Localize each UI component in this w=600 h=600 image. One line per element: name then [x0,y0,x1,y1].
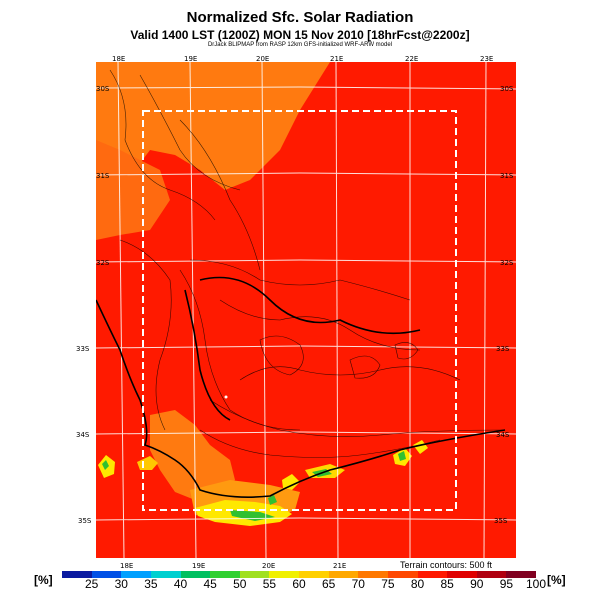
lat-label-32s-right: 32S [500,259,514,267]
lat-label-35s-left: 35S [78,517,92,525]
legend-tick-label: 35 [144,577,158,591]
legend-tick-label: 40 [173,577,188,591]
lat-label-31s-right: 31S [500,172,514,180]
green-spot-3 [268,495,277,505]
legend-swatch [91,571,122,578]
lon-label-20e-top: 20E [256,55,269,63]
legend-swatch [476,571,507,578]
lat-label-32s-left: 32S [96,259,110,267]
legend-swatch [447,571,477,578]
legend-tick-label: 85 [440,577,454,591]
yellow-region-point-c [282,474,300,490]
legend-tick-label: 80 [410,577,425,591]
legend-tick-label: 75 [381,577,395,591]
valid-time-subtitle: Valid 1400 LST (1200Z) MON 15 Nov 2010 [… [130,28,470,42]
lat-label-33s-right: 33S [496,345,510,353]
legend-tick-label: 25 [84,577,99,591]
lon-label-20e-bottom: 20E [262,562,275,570]
lat-label-34s-left: 34S [76,431,90,439]
legend-tick-label: 45 [203,577,217,591]
green-spot-1 [102,460,109,470]
legend-swatch [328,571,359,578]
terrain-contours-note: Terrain contours: 500 ft [400,560,493,570]
orange-region-south [150,410,235,500]
legend-tick-label: 70 [351,577,365,591]
model-credit: DrJack BLIPMAP from RASP 12km GFS-initia… [207,42,393,48]
legend-swatch [299,571,329,578]
legend-tick-label: 65 [321,577,336,591]
legend-swatch [239,571,270,578]
lat-label-30s-right: 30S [500,85,514,93]
lon-label-19e-bottom: 19E [192,562,205,570]
lon-label-18e-bottom: 18E [120,562,133,570]
legend-tick-label: 55 [262,577,277,591]
lon-label-21e-top: 21E [330,55,343,63]
lon-label-18e-top: 18E [112,55,125,63]
legend-tick-label: 100 [525,577,547,591]
terrain-contours [109,69,506,458]
legend-swatch [417,571,448,578]
legend-unit-right: [%] [547,573,566,587]
lat-label-34s-right: 34S [496,431,510,439]
orange-region-northwest [96,62,330,225]
lat-label-31s-left: 31S [96,172,110,180]
lon-label-23e-top: 23E [480,55,493,63]
legend-swatch [121,571,151,578]
legend-unit-left: [%] [34,573,53,587]
green-spot-5 [398,451,406,461]
legend-tick-label: 90 [470,577,484,591]
marker-point [224,395,228,399]
legend-swatch [180,571,211,578]
legend-tick-label: 95 [499,577,514,591]
legend-swatch [506,571,536,578]
lat-label-33s-left: 33S [76,345,90,353]
legend-swatch [358,571,388,578]
legend-swatch [387,571,418,578]
legend-swatch [269,571,299,578]
lon-label-22e-top: 22E [405,55,418,63]
legend-tick-label: 60 [292,577,306,591]
graticule [96,62,516,558]
inner-domain-box [142,110,457,511]
map-title: Normalized Sfc. Solar Radiation [186,9,414,26]
coastline [96,276,506,498]
orange-region-west [96,140,170,240]
legend-swatch [62,571,92,578]
lat-label-30s-left: 30S [96,85,110,93]
color-legend-bar [62,571,536,578]
legend-swatch [210,571,240,578]
lat-label-35s-right: 35S [494,517,508,525]
lon-label-21e-bottom: 21E [333,562,346,570]
legend-tick-label: 50 [233,577,247,591]
legend-swatch [150,571,181,578]
legend-tick-label: 30 [114,577,128,591]
lon-label-19e-top: 19E [184,55,197,63]
